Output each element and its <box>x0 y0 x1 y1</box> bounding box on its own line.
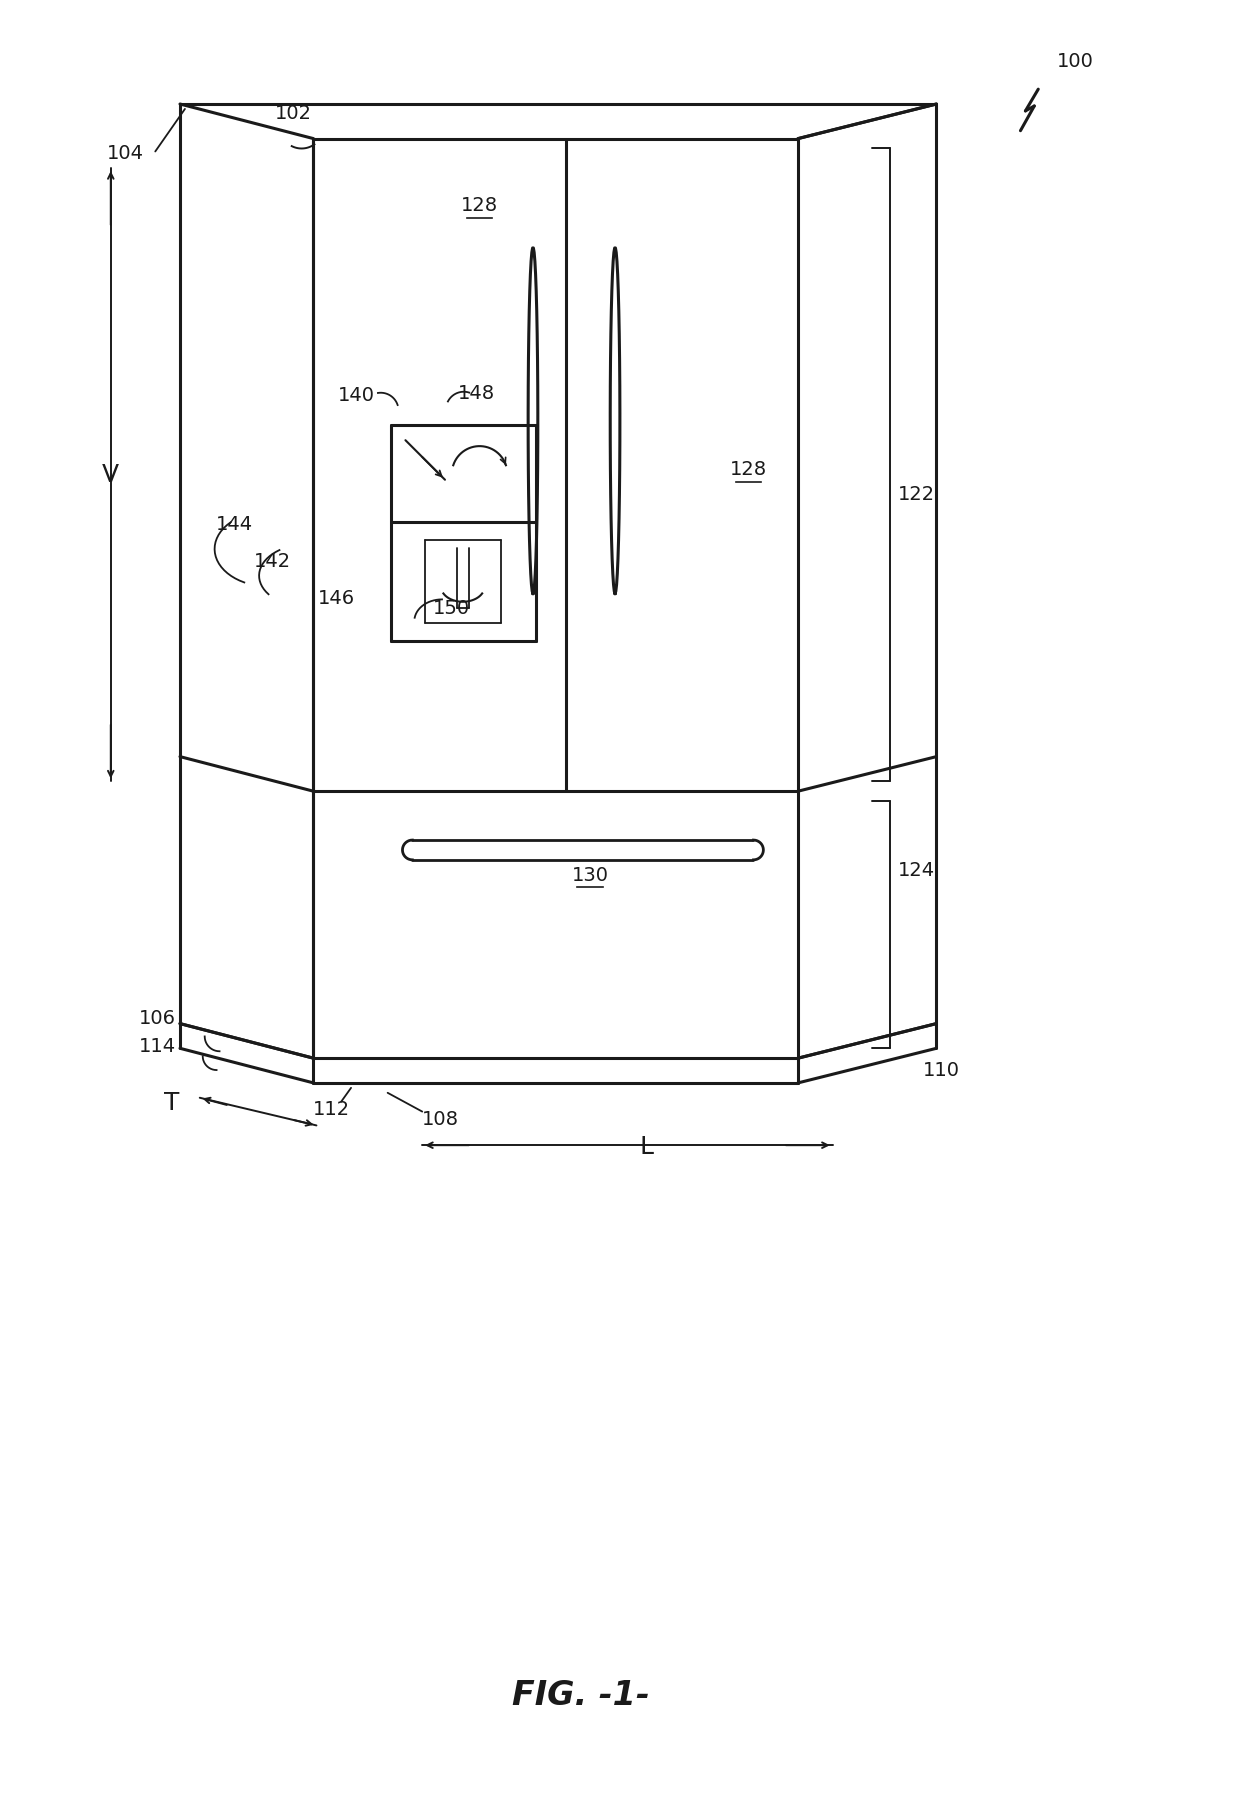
Text: 114: 114 <box>139 1037 176 1057</box>
Text: 150: 150 <box>433 598 470 618</box>
Text: 140: 140 <box>337 386 374 404</box>
Text: 122: 122 <box>898 485 935 505</box>
Text: 130: 130 <box>572 866 609 884</box>
Text: 128: 128 <box>461 196 498 216</box>
Text: 146: 146 <box>317 589 355 607</box>
Text: T: T <box>165 1091 180 1114</box>
Text: 106: 106 <box>139 1010 176 1028</box>
Text: 128: 128 <box>730 460 768 480</box>
Text: 110: 110 <box>923 1060 960 1080</box>
Text: V: V <box>102 464 119 487</box>
Text: 104: 104 <box>107 144 144 164</box>
Text: 102: 102 <box>275 104 312 124</box>
Text: 112: 112 <box>312 1100 350 1120</box>
Text: 108: 108 <box>422 1111 459 1129</box>
Text: 148: 148 <box>458 385 495 403</box>
Text: 144: 144 <box>216 514 253 534</box>
Text: 142: 142 <box>253 552 290 571</box>
Text: FIG. -1-: FIG. -1- <box>512 1680 650 1713</box>
Text: L: L <box>640 1136 653 1159</box>
Text: 100: 100 <box>1056 52 1094 70</box>
Text: 124: 124 <box>898 861 935 881</box>
